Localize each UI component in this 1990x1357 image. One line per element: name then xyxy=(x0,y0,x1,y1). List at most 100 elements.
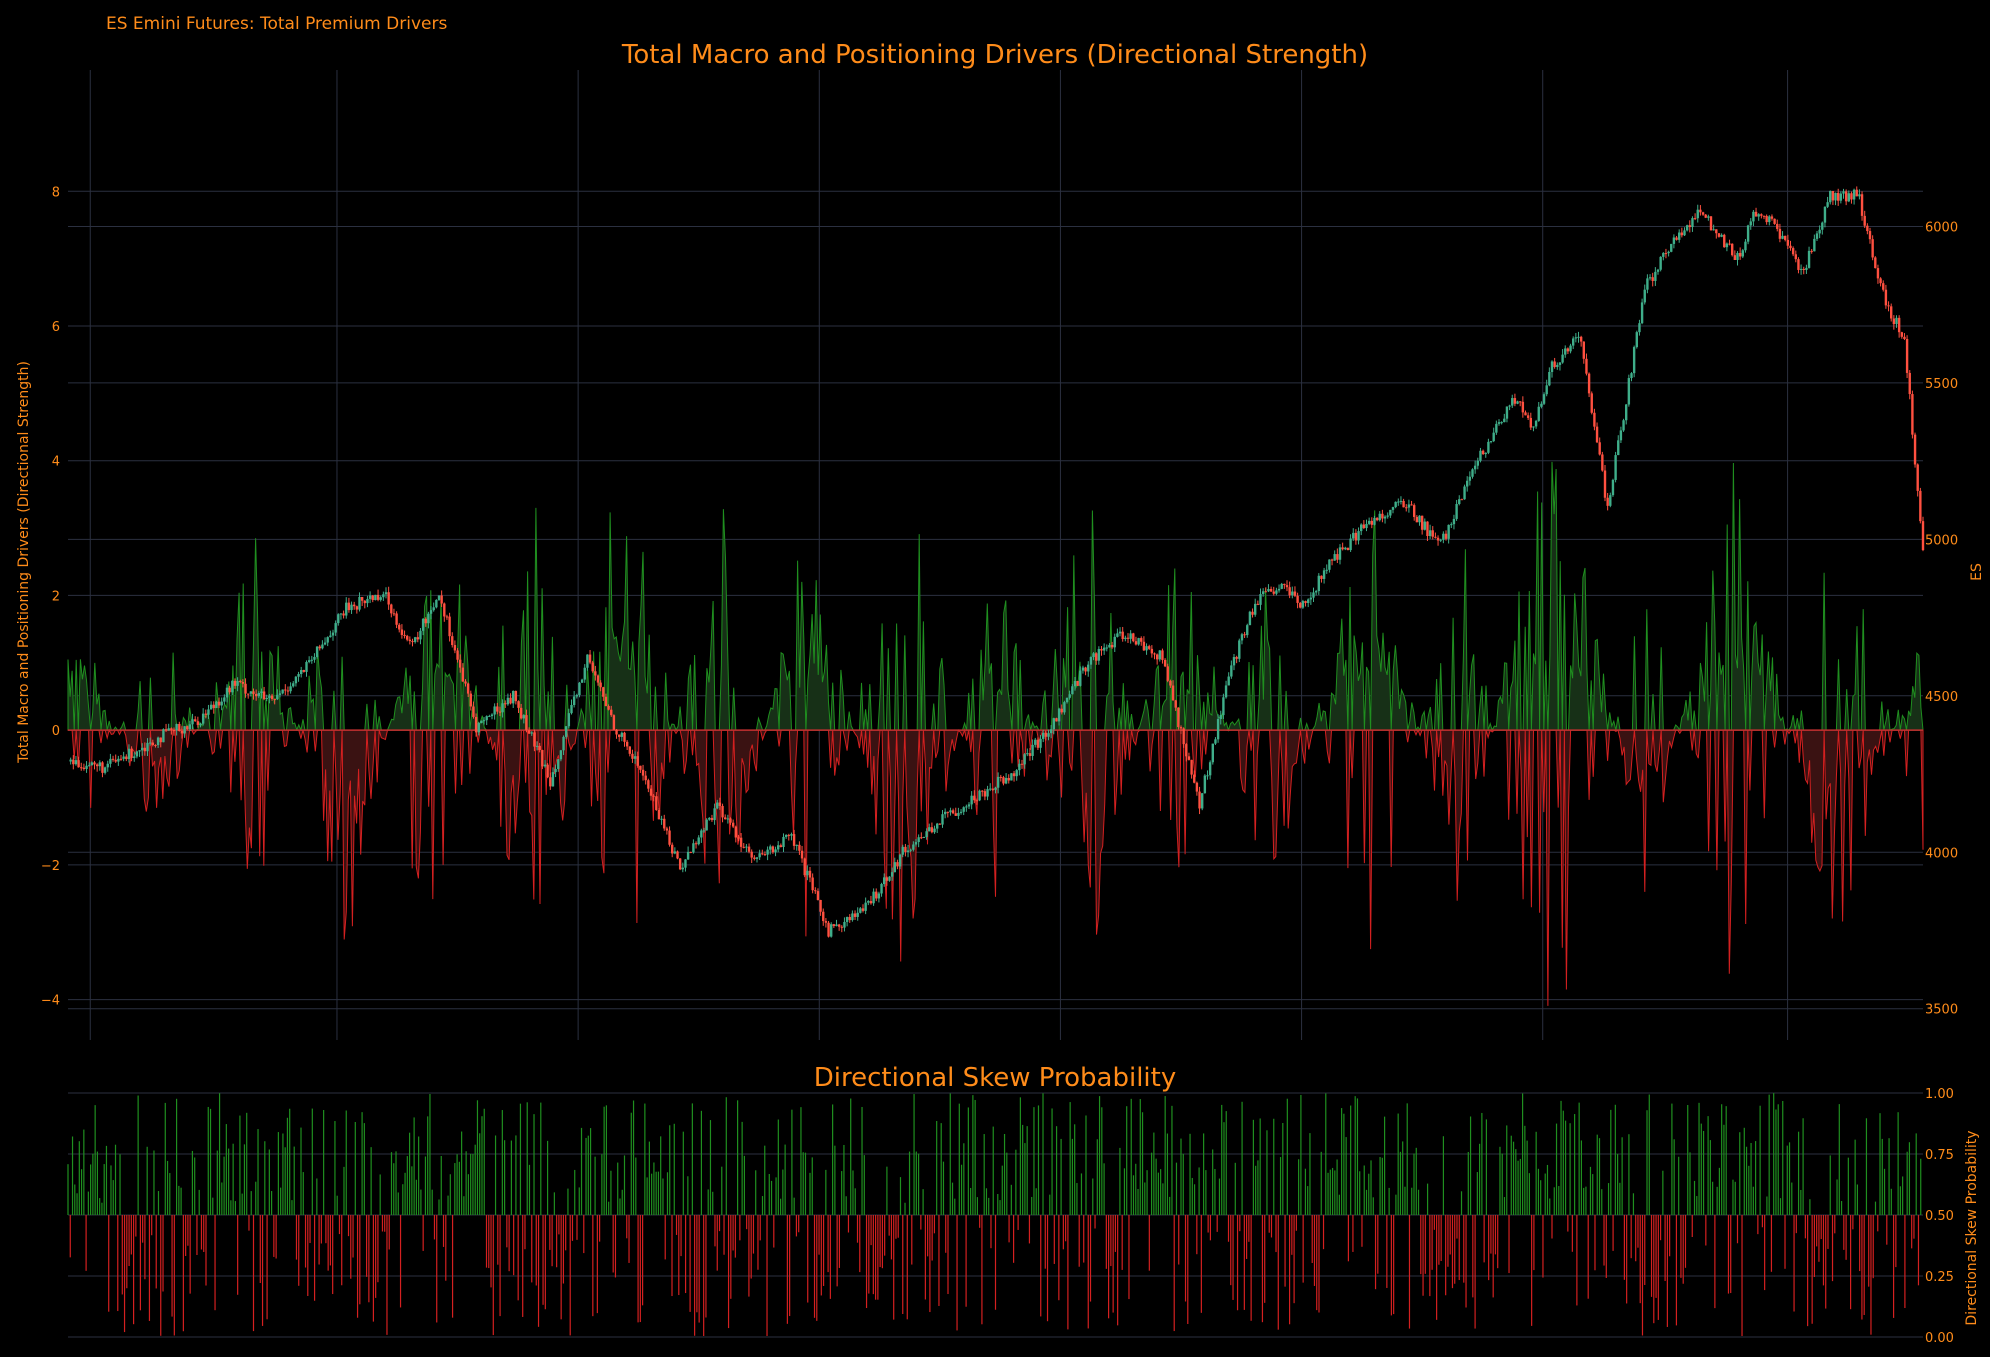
candle-body xyxy=(1606,497,1609,506)
candle-body xyxy=(445,616,449,618)
candle-body xyxy=(461,667,465,682)
candle-body xyxy=(763,854,767,856)
candle-body xyxy=(1921,521,1925,551)
candle-body xyxy=(101,762,104,773)
candle-body xyxy=(1863,215,1866,226)
candle-body xyxy=(1055,718,1058,722)
candle-body xyxy=(1269,588,1273,592)
candle-body xyxy=(1026,753,1029,755)
candle-body xyxy=(98,762,101,767)
candle-body xyxy=(1638,323,1641,333)
candle-body xyxy=(517,701,520,708)
candle-body xyxy=(400,629,404,635)
candle-body xyxy=(1450,524,1453,526)
candle-body xyxy=(901,846,904,855)
candle-body xyxy=(1063,702,1066,713)
candle-body xyxy=(331,632,335,636)
candle-body xyxy=(848,917,851,921)
candle-body xyxy=(1399,500,1403,502)
candle-body xyxy=(557,759,560,770)
candle-body xyxy=(1214,739,1217,744)
candle-body xyxy=(1556,364,1559,368)
candle-body xyxy=(209,704,213,710)
candle-body xyxy=(951,810,955,814)
candle-body xyxy=(633,756,637,759)
candle-body xyxy=(612,715,616,730)
candle-body xyxy=(488,716,491,718)
candle-body xyxy=(241,682,245,684)
candle-body xyxy=(1699,209,1702,213)
candle-body xyxy=(983,791,987,797)
candle-body xyxy=(1100,649,1103,651)
candle-body xyxy=(766,849,769,855)
candle-body xyxy=(1712,229,1715,231)
candle-body xyxy=(912,844,915,850)
candle-body xyxy=(480,720,483,724)
candle-body xyxy=(1108,644,1111,648)
candle-body xyxy=(1913,434,1917,465)
candle-body xyxy=(925,831,928,838)
candle-body xyxy=(1738,252,1742,257)
candle-body xyxy=(816,891,820,901)
candle-body xyxy=(684,859,687,868)
candle-body xyxy=(827,922,830,937)
candle-body xyxy=(276,694,279,700)
candle-body xyxy=(1471,469,1474,477)
candle-body xyxy=(204,713,207,715)
candle-body xyxy=(1444,533,1448,539)
candle-body xyxy=(787,834,790,836)
candle-body xyxy=(877,893,881,899)
candle-body xyxy=(1837,192,1840,201)
candle-body xyxy=(1124,637,1127,640)
candle-body xyxy=(1426,521,1429,536)
candle-body xyxy=(1834,192,1837,201)
candle-body xyxy=(435,599,438,608)
candle-body xyxy=(673,851,677,854)
candle-body xyxy=(1402,500,1405,508)
candle-body xyxy=(1285,585,1289,588)
candle-body xyxy=(808,870,812,878)
candle-body xyxy=(830,924,833,937)
candle-body xyxy=(1678,232,1681,240)
candle-body xyxy=(1651,277,1654,281)
candle-body xyxy=(225,687,229,698)
candle-body xyxy=(628,746,631,754)
candle-body xyxy=(249,691,253,694)
candle-body xyxy=(1773,218,1776,224)
candle-body xyxy=(546,764,549,778)
candle-body xyxy=(731,822,735,827)
candle-body xyxy=(1325,569,1328,571)
candle-body xyxy=(1087,664,1090,672)
candle-body xyxy=(639,765,642,770)
candle-body xyxy=(432,607,435,611)
candle-body xyxy=(1367,520,1371,524)
candle-body xyxy=(323,642,327,645)
candle-body xyxy=(1415,516,1419,523)
candle-body xyxy=(1203,775,1207,794)
candle-body xyxy=(194,719,197,722)
candle-body xyxy=(1897,317,1901,333)
candle-body xyxy=(819,900,822,912)
candle-body xyxy=(1569,345,1572,352)
candle-body xyxy=(1582,341,1585,359)
candle-body xyxy=(1890,306,1893,319)
candle-body xyxy=(1116,633,1119,637)
candle-body xyxy=(1519,401,1522,403)
candle-body xyxy=(156,737,160,746)
candle-body xyxy=(745,846,748,848)
candle-body xyxy=(1860,194,1864,216)
candle-body xyxy=(1492,432,1495,442)
candle-body xyxy=(236,680,239,686)
candle-body xyxy=(1259,594,1262,605)
candle-body xyxy=(965,806,968,808)
candle-body xyxy=(792,834,796,846)
right-tick-label: 5000 xyxy=(1925,533,1958,548)
candle-body xyxy=(1905,339,1909,373)
candle-body xyxy=(1227,676,1230,686)
candle-body xyxy=(986,789,989,797)
candle-body xyxy=(798,844,801,851)
candle-body xyxy=(1868,231,1872,240)
candle-body xyxy=(1866,225,1869,232)
candle-body xyxy=(90,762,94,766)
candle-body xyxy=(1193,774,1196,783)
